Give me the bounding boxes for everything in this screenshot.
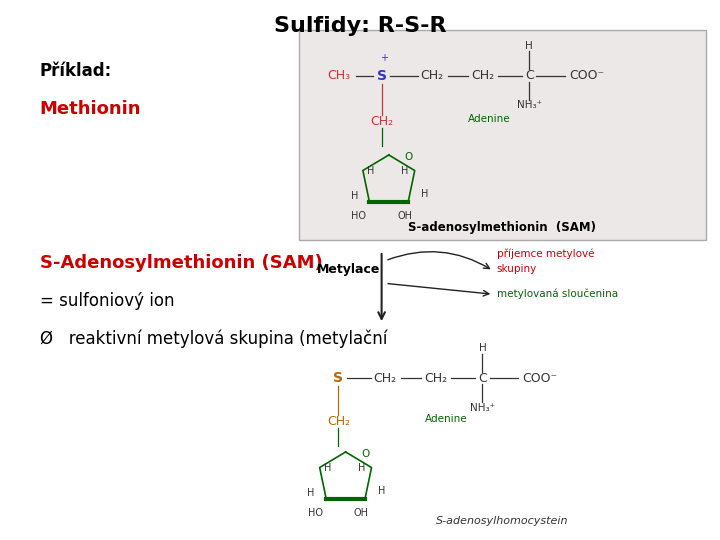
Text: CH₃: CH₃ bbox=[327, 69, 350, 82]
Text: H: H bbox=[479, 343, 486, 353]
Text: CH₂: CH₂ bbox=[424, 372, 447, 384]
Text: O: O bbox=[405, 152, 413, 161]
Text: OH: OH bbox=[354, 508, 369, 518]
Text: metylovaná sloučenina: metylovaná sloučenina bbox=[497, 289, 618, 300]
Text: H: H bbox=[401, 166, 408, 176]
Text: Příklad:: Příklad: bbox=[40, 62, 112, 80]
Text: Metylace: Metylace bbox=[317, 262, 380, 275]
Text: NH₃⁺: NH₃⁺ bbox=[517, 100, 541, 110]
Text: NH₃⁺: NH₃⁺ bbox=[470, 403, 495, 413]
Text: S-adenosylmethionin  (SAM): S-adenosylmethionin (SAM) bbox=[408, 221, 596, 234]
Text: COO⁻: COO⁻ bbox=[569, 69, 604, 82]
Text: C: C bbox=[525, 69, 534, 82]
Text: OH: OH bbox=[397, 211, 412, 221]
Text: CH₂: CH₂ bbox=[471, 69, 494, 82]
Text: Methionin: Methionin bbox=[40, 100, 141, 118]
Text: S-adenosylhomocystein: S-adenosylhomocystein bbox=[436, 516, 569, 526]
Text: H: H bbox=[421, 190, 428, 199]
Text: Adenine: Adenine bbox=[468, 114, 510, 124]
Text: CH₂: CH₂ bbox=[327, 415, 350, 428]
Text: CH₂: CH₂ bbox=[370, 115, 393, 128]
Text: H: H bbox=[526, 41, 533, 51]
Text: H: H bbox=[351, 191, 358, 201]
Text: CH₂: CH₂ bbox=[420, 69, 444, 82]
Text: H: H bbox=[324, 463, 331, 473]
FancyBboxPatch shape bbox=[299, 30, 706, 240]
Text: S-Adenosylmethionin (SAM): S-Adenosylmethionin (SAM) bbox=[40, 254, 323, 272]
Text: CH₂: CH₂ bbox=[374, 372, 397, 384]
Text: C: C bbox=[478, 372, 487, 384]
Text: H: H bbox=[378, 487, 385, 496]
Text: H: H bbox=[367, 166, 374, 176]
Text: +: + bbox=[379, 53, 388, 63]
Text: S: S bbox=[377, 69, 387, 83]
Text: příjemce metylové: příjemce metylové bbox=[497, 249, 594, 259]
Text: HO: HO bbox=[308, 508, 323, 518]
Text: S: S bbox=[333, 371, 343, 385]
Text: Ø   reaktivní metylová skupina (metylační: Ø reaktivní metylová skupina (metylační bbox=[40, 329, 387, 348]
Text: O: O bbox=[361, 449, 370, 458]
Text: COO⁻: COO⁻ bbox=[522, 372, 557, 384]
Text: skupiny: skupiny bbox=[497, 264, 537, 274]
Text: Sulfidy: R-S-R: Sulfidy: R-S-R bbox=[274, 16, 446, 36]
Text: Adenine: Adenine bbox=[425, 414, 467, 423]
Text: H: H bbox=[307, 488, 315, 498]
Text: HO: HO bbox=[351, 211, 366, 221]
Text: = sulfoniový ion: = sulfoniový ion bbox=[40, 292, 174, 309]
Text: H: H bbox=[358, 463, 365, 473]
